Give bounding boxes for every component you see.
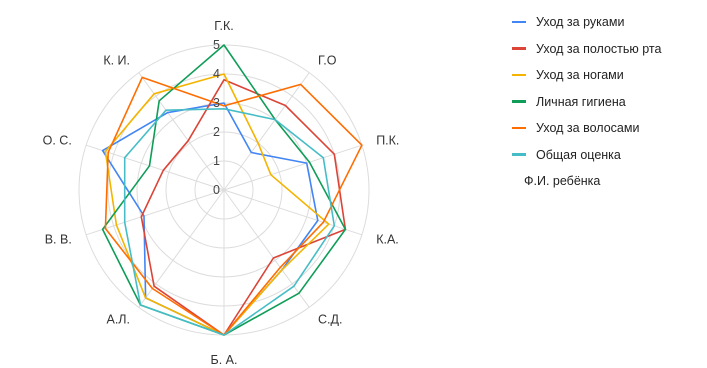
legend-item: Общая оценка xyxy=(512,145,661,165)
category-label: В. В. xyxy=(45,232,72,246)
grid-spoke xyxy=(85,144,225,191)
legend-swatch xyxy=(512,153,526,156)
legend-swatch xyxy=(512,73,526,77)
tick-label: 2 xyxy=(213,125,220,139)
tick-label: 1 xyxy=(213,154,220,168)
grid-spoke xyxy=(138,72,225,191)
series-line xyxy=(104,76,363,336)
category-label: С.Д. xyxy=(318,312,342,326)
legend-label: Уход за руками xyxy=(536,15,625,29)
tick-label: 4 xyxy=(213,67,220,81)
grid-spoke xyxy=(138,189,225,308)
legend-item: Уход за полостью рта xyxy=(512,39,661,59)
tick-label: 3 xyxy=(213,96,220,110)
legend-swatch xyxy=(512,20,526,24)
grid-spoke xyxy=(223,189,363,236)
legend-item: Уход за ногами xyxy=(512,65,661,85)
series-layer xyxy=(101,44,363,336)
category-label: П.К. xyxy=(376,134,399,148)
grid-spoke xyxy=(223,72,310,191)
category-label: Г.О xyxy=(318,54,337,68)
legend-label: Уход за ногами xyxy=(536,68,624,82)
grid-spoke xyxy=(223,144,363,191)
category-labels: Г.К. Г.О П.К. К.А. С.Д. Б. А. А.Л. В. В. О. С. К.… xyxy=(43,19,400,367)
series-line xyxy=(123,108,336,336)
legend-label: Уход за полостью рта xyxy=(536,41,662,56)
legend-label: Личная гигиена xyxy=(536,94,626,109)
category-label: К.А. xyxy=(376,232,399,246)
grid-spoke xyxy=(223,189,310,308)
tick-label: 0 xyxy=(213,183,220,197)
legend-note: Ф.И. ребёнка xyxy=(524,174,601,188)
legend-label: Общая оценка xyxy=(536,147,621,162)
radar-grid xyxy=(78,44,370,336)
legend-items: Уход за руками Уход за полостью рта Уход з… xyxy=(512,12,661,165)
category-label: Б. А. xyxy=(211,353,238,367)
legend-swatch xyxy=(512,47,526,50)
legend-swatch xyxy=(512,126,526,130)
legend-item: Уход за волосами xyxy=(512,118,661,138)
category-label: А.Л. xyxy=(107,312,131,326)
tick-label: 5 xyxy=(213,38,220,52)
radial-ticks: 0 1 2 3 4 5 xyxy=(213,38,220,197)
legend-item: Личная гигиена xyxy=(512,92,661,112)
category-label: К. И. xyxy=(103,54,130,68)
grid-spoke xyxy=(85,189,225,236)
legend-item: Уход за руками xyxy=(512,12,661,32)
legend: Уход за руками Уход за полостью рта Уход з… xyxy=(512,12,661,191)
legend-swatch xyxy=(512,100,526,103)
legend-label: Уход за волосами xyxy=(536,121,640,135)
category-label: О. С. xyxy=(43,134,72,148)
category-label: Г.К. xyxy=(214,19,233,33)
